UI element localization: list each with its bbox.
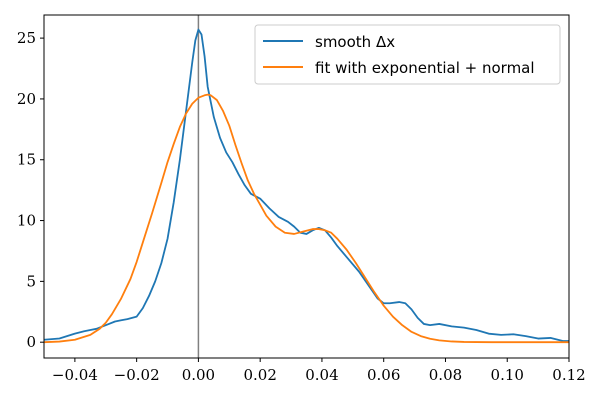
- series-line-fit: [44, 93, 569, 344]
- legend-label-smooth: smooth Δx: [315, 33, 395, 51]
- series-layer: [44, 15, 569, 358]
- legend-box: [254, 24, 561, 85]
- x-tick-label: −0.02: [114, 366, 160, 384]
- legend: smooth Δx fit with exponential + normal: [254, 24, 561, 85]
- y-tick-label: 0: [26, 333, 36, 351]
- plot-frame: [43, 14, 570, 359]
- x-tick-label: 0.06: [367, 366, 400, 384]
- y-tick-label: 20: [17, 90, 36, 108]
- ticks-layer: −0.04 −0.02 0.00 0.02 0.04 0.06 0.08 0.10 0.12 0 5…: [17, 29, 586, 384]
- y-tick-label: 25: [17, 29, 36, 47]
- x-tick-label: 0.00: [182, 366, 215, 384]
- x-tick-label: 0.12: [552, 366, 585, 384]
- series-line-smooth: [44, 28, 569, 342]
- x-tick-label: 0.04: [305, 366, 338, 384]
- x-tick-label: 0.10: [491, 366, 524, 384]
- y-tick-label: 15: [17, 151, 36, 169]
- x-tick-label: 0.08: [429, 366, 462, 384]
- y-tick-label: 10: [17, 212, 36, 230]
- legend-label-fit: fit with exponential + normal: [315, 59, 535, 77]
- x-tick-label: 0.02: [243, 366, 276, 384]
- y-tick-label: 5: [26, 272, 36, 290]
- x-tick-label: −0.04: [52, 366, 98, 384]
